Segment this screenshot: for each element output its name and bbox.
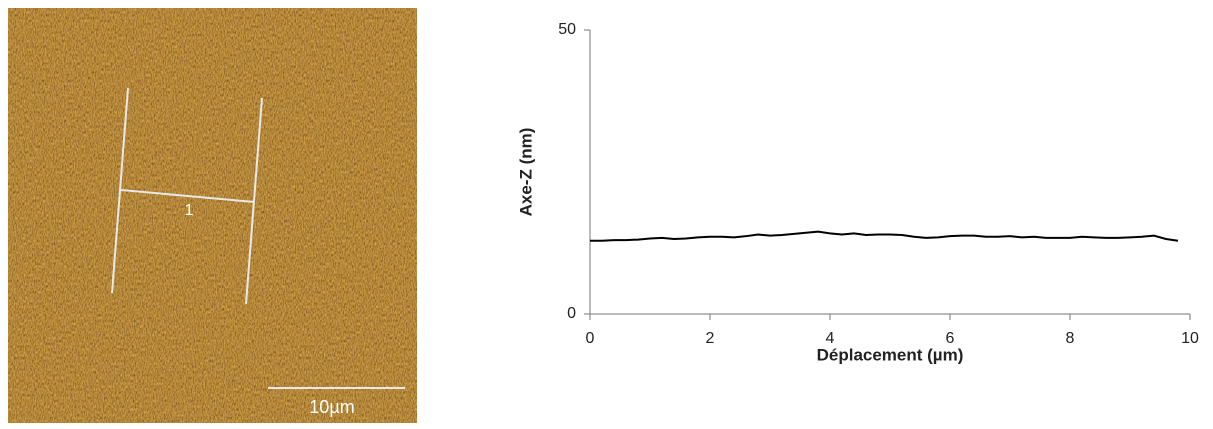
- x-axis-title: Déplacement (µm): [817, 345, 964, 364]
- x-tick-label: 2: [706, 330, 715, 347]
- profile-line: [111, 87, 129, 294]
- x-tick-label: 10: [1181, 330, 1199, 347]
- profile-label: 1: [185, 202, 194, 219]
- profile-chart: Déplacement (µm) Axe-Z (nm) 0 50 0 2 4 6 8 10: [516, 21, 1199, 364]
- afm-texture: [8, 8, 417, 423]
- profile-line: [590, 230, 1179, 242]
- y-tick-label: 50: [558, 21, 576, 38]
- scale-bar-label: 10µm: [309, 397, 354, 417]
- x-tick-label: 0: [586, 330, 595, 347]
- y-tick-label: 0: [567, 305, 576, 322]
- y-axis-title: Axe-Z (nm): [516, 128, 535, 217]
- afm-image: 1 10µm: [8, 8, 417, 423]
- x-tick-label: 4: [826, 330, 835, 347]
- x-tick-label: 8: [1066, 330, 1075, 347]
- profile-line: [120, 189, 255, 203]
- x-tick-label: 6: [946, 330, 955, 347]
